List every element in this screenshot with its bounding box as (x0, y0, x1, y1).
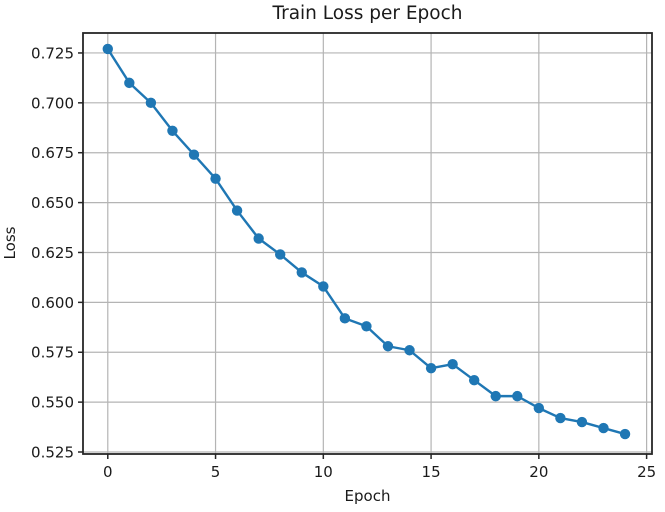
data-point-marker (361, 321, 372, 332)
data-point-marker (188, 149, 200, 160)
data-point-marker (102, 43, 113, 55)
data-point-marker (555, 412, 566, 424)
loss-line (106, 47, 627, 436)
plot-border (82, 32, 653, 455)
data-point-marker (167, 125, 178, 136)
y-tick-label: 0.650 (31, 194, 74, 212)
data-point-marker (447, 359, 458, 370)
y-tick-label: 0.525 (31, 444, 74, 462)
data-point-marker (425, 363, 437, 374)
data-point-marker (275, 249, 286, 260)
data-point-marker (533, 402, 545, 414)
data-point-marker (404, 345, 415, 356)
data-point-marker (124, 77, 135, 89)
x-axis-label: Epoch (344, 487, 391, 505)
data-point-marker (231, 205, 243, 216)
y-tick-label: 0.700 (31, 94, 74, 112)
data-point-marker (145, 97, 157, 109)
y-tick-label: 0.550 (31, 394, 74, 412)
data-point-marker (253, 233, 264, 244)
y-tick-label: 0.575 (31, 344, 74, 362)
data-point-marker (490, 390, 501, 402)
data-point-marker (598, 422, 609, 434)
data-point-marker (512, 390, 523, 402)
x-tick-label: 20 (529, 463, 548, 481)
data-point-marker (339, 313, 351, 324)
y-tick-label: 0.600 (31, 294, 74, 312)
data-point-marker (296, 267, 307, 278)
data-point-marker (468, 374, 480, 386)
y-tick-label: 0.725 (31, 44, 74, 62)
data-point-marker (619, 428, 631, 440)
data-point-marker (382, 341, 394, 352)
x-tick-label: 25 (637, 463, 656, 481)
chart-title: Train Loss per Epoch (272, 3, 463, 24)
data-point-marker (576, 416, 588, 428)
y-axis-label: Loss (1, 226, 19, 260)
y-tick-label: 0.675 (31, 144, 74, 162)
x-tick-label: 5 (211, 463, 221, 481)
y-tick-label: 0.625 (31, 244, 74, 262)
x-tick-label: 0 (103, 463, 113, 481)
data-point-marker (210, 173, 221, 184)
x-tick-label: 15 (422, 463, 441, 481)
x-tick-label: 10 (314, 463, 333, 481)
data-point-marker (318, 281, 329, 292)
